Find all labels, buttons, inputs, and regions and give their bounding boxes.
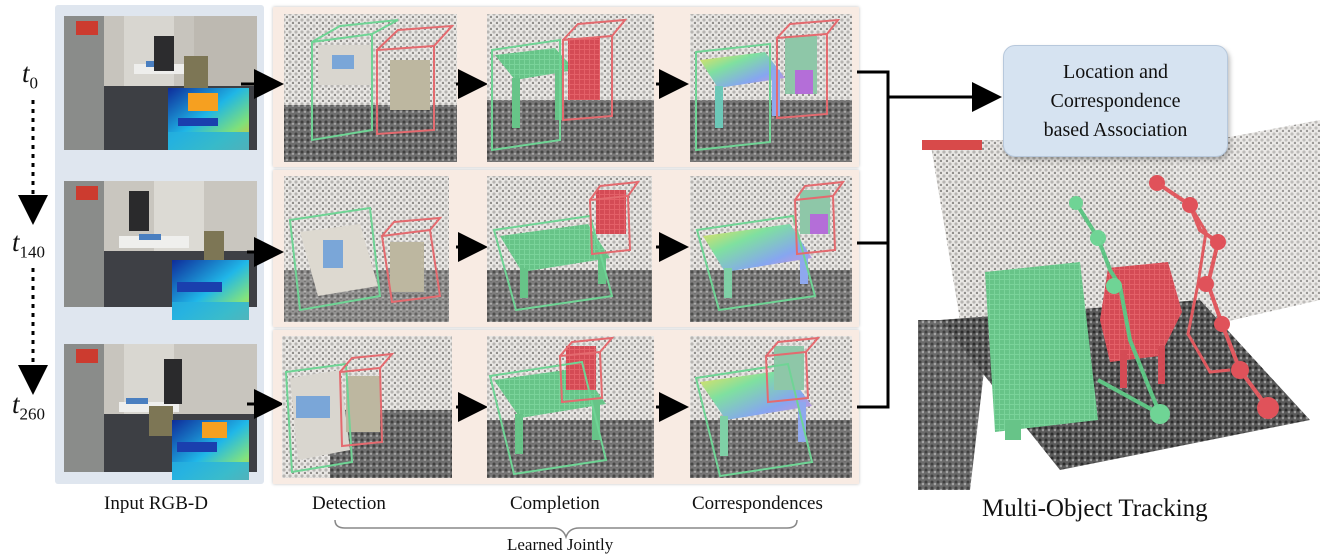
depth-frame-t140 — [172, 260, 249, 320]
detection-scan-t140 — [284, 176, 449, 322]
caption-input-rgbd: Input RGB-D — [104, 493, 208, 514]
tracking-title: Multi-Object Tracking — [982, 495, 1208, 522]
time-label-t260: t260 — [12, 389, 46, 424]
caption-learned-jointly: Learned Jointly — [507, 535, 614, 554]
time-label-t140: t140 — [12, 227, 46, 262]
correspondence-scan-t140 — [690, 176, 852, 322]
association-line-3: based Association — [1043, 118, 1188, 141]
depth-frame-t260 — [172, 420, 249, 480]
association-line-2: Correspondence — [1050, 89, 1181, 112]
detection-scan-t260 — [282, 336, 452, 478]
detection-scan-t0 — [284, 14, 457, 162]
depth-frame-t0 — [168, 88, 249, 150]
association-line-1: Location and — [1063, 60, 1168, 83]
completion-scan-t140 — [487, 176, 652, 322]
time-label-t0: t0 — [22, 58, 39, 93]
caption-correspondences: Correspondences — [692, 493, 823, 514]
correspondence-scan-t0 — [690, 14, 852, 162]
caption-detection: Detection — [312, 493, 386, 514]
completion-scan-t0 — [487, 14, 654, 162]
association-box: Location and Correspondence based Associ… — [1003, 45, 1228, 157]
caption-completion: Completion — [510, 493, 600, 514]
correspondence-scan-t260 — [690, 336, 852, 478]
tracking-scene — [918, 120, 1323, 490]
completion-scan-t260 — [487, 336, 654, 478]
